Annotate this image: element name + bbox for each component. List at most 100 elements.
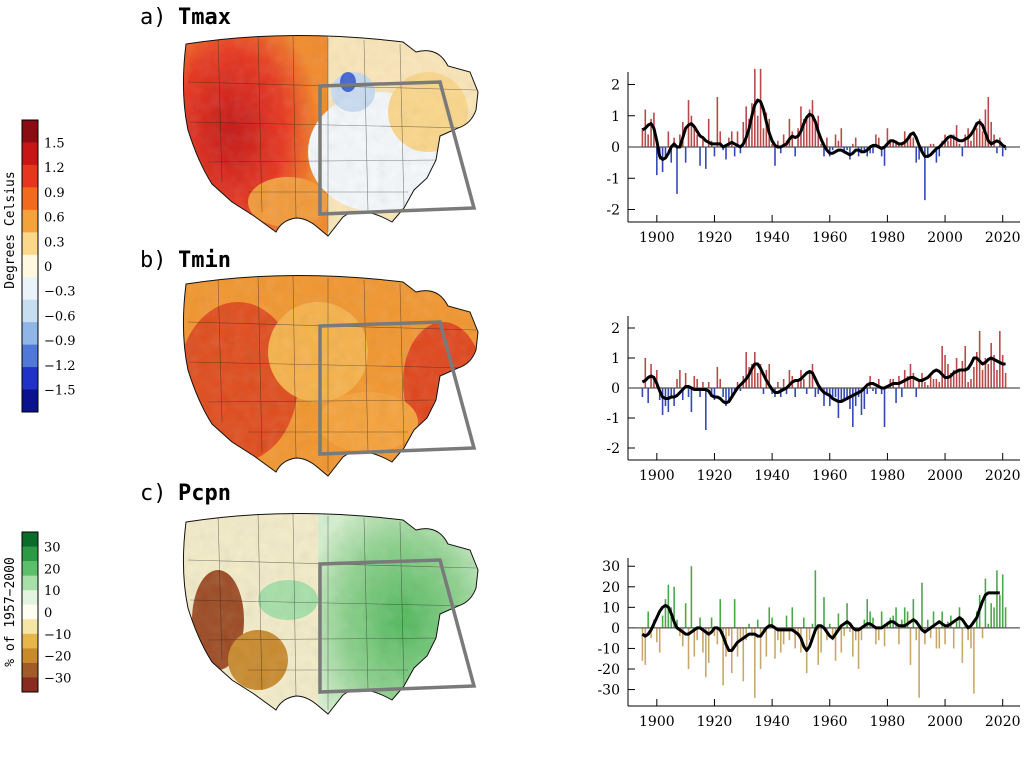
- x-tick-label: 1980: [870, 230, 906, 246]
- bar-2020: [1001, 147, 1004, 157]
- bar-1926: [730, 131, 733, 147]
- panel-label: Tmin: [178, 248, 231, 273]
- bar-1910: [684, 147, 687, 163]
- colorbar-frame: [21, 531, 39, 693]
- bar-1897: [647, 134, 649, 147]
- bar-1916: [702, 137, 704, 147]
- bar-1949: [797, 379, 799, 388]
- bar-2012: [978, 118, 981, 147]
- colorbar-tick-label: 0: [44, 606, 52, 621]
- x-tick-label: 1980: [870, 714, 906, 730]
- bar-1913: [693, 128, 696, 147]
- bar-1937: [762, 388, 765, 394]
- bar-1966: [846, 147, 848, 151]
- y-tick-label: -2: [606, 203, 620, 219]
- bar-2004: [955, 125, 958, 147]
- bar-1968: [852, 143, 854, 147]
- bar-1956: [817, 388, 820, 394]
- bar-1911: [687, 388, 690, 397]
- bar-1977: [877, 627, 880, 641]
- bar-1910: [684, 373, 687, 388]
- bar-1933: [751, 627, 753, 637]
- bar-2015: [987, 97, 990, 147]
- bar-1972: [863, 388, 866, 409]
- bar-1915: [699, 388, 701, 397]
- bar-1965: [843, 627, 845, 637]
- bar-2018: [996, 147, 998, 154]
- colorbar-swatch: [22, 532, 38, 548]
- bar-1995: [929, 376, 932, 388]
- bar-1952: [805, 115, 808, 147]
- bar-1923: [722, 627, 724, 686]
- bar-1962: [834, 134, 837, 147]
- bar-1897: [647, 611, 649, 628]
- colorbar-swatch: [22, 648, 38, 664]
- bar-2009: [970, 379, 972, 388]
- bar-1985: [901, 388, 903, 397]
- bar-1900: [656, 627, 658, 643]
- bar-1937: [762, 128, 765, 147]
- bar-1915: [699, 617, 701, 628]
- bar-1939: [768, 607, 771, 628]
- bar-1918: [707, 382, 710, 388]
- x-tick-label: 2000: [927, 230, 963, 246]
- bar-2013: [981, 131, 984, 147]
- bar-1972: [863, 147, 866, 151]
- bar-1928: [736, 382, 739, 388]
- y-tick-label: -30: [597, 683, 620, 699]
- bar-1900: [656, 370, 658, 388]
- bar-1955: [814, 388, 817, 397]
- bar-1907: [676, 379, 678, 388]
- bar-1960: [828, 623, 831, 628]
- bar-2015: [987, 364, 990, 388]
- colorbar-swatch: [22, 209, 38, 233]
- bar-2018: [996, 370, 998, 388]
- bar-1924: [725, 388, 727, 406]
- bar-1958: [823, 597, 825, 628]
- bar-1906: [673, 137, 675, 147]
- bar-1953: [808, 109, 811, 147]
- bar-1979: [883, 388, 886, 427]
- bar-1897: [647, 388, 649, 403]
- bar-1964: [840, 128, 843, 147]
- map-tmax: [182, 34, 479, 237]
- bar-1910: [684, 603, 687, 628]
- bar-1906: [673, 586, 675, 628]
- bar-2003: [952, 370, 955, 388]
- bar-1941: [774, 147, 776, 166]
- bar-1969: [854, 388, 857, 406]
- bar-1951: [803, 379, 805, 388]
- bar-1934: [754, 627, 756, 698]
- bar-1973: [866, 388, 869, 394]
- bar-1948: [794, 147, 796, 157]
- bar-1914: [696, 627, 698, 641]
- bar-1957: [820, 627, 822, 653]
- bar-1999: [941, 611, 943, 628]
- tmin-timeseries-chart: 2 1 0 -1 -2 1900 1920 1940 1960 1980 2000 2020: [606, 316, 1021, 484]
- bar-2019: [999, 331, 1001, 388]
- bar-1942: [777, 382, 779, 388]
- bar-1991: [918, 627, 920, 698]
- colorbar-tick-label: −0.3: [44, 285, 76, 300]
- bar-1976: [875, 134, 877, 147]
- bar-1939: [768, 364, 771, 388]
- bar-1989: [912, 137, 915, 147]
- bar-1986: [903, 131, 906, 147]
- bar-2009: [970, 140, 972, 147]
- bar-1902: [661, 388, 664, 415]
- bar-1943: [779, 147, 782, 154]
- bar-2014: [984, 109, 987, 147]
- colorbar-swatch: [22, 254, 38, 278]
- bar-1963: [837, 140, 840, 147]
- panel-title-c: c) Pcpn: [140, 481, 231, 506]
- bar-1990: [915, 627, 918, 641]
- bar-1903: [664, 599, 667, 628]
- bar-1927: [733, 599, 736, 628]
- x-tick-label: 1920: [697, 714, 733, 730]
- bar-1908: [679, 134, 681, 147]
- x-tick-label: 1900: [639, 468, 675, 484]
- bar-2007: [964, 346, 967, 388]
- bar-1970: [857, 627, 860, 669]
- colorbar-tick-label: 1.5: [44, 136, 65, 151]
